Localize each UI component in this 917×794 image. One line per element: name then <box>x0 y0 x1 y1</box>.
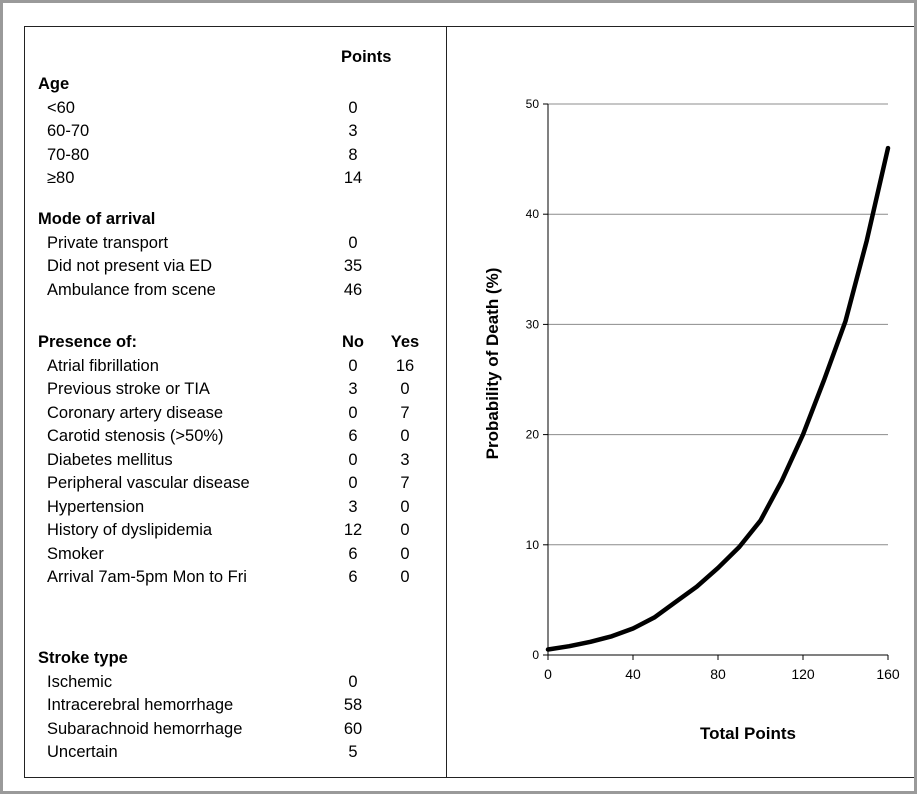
row-label: Hypertension <box>47 497 145 516</box>
row-points-no: 0 <box>348 450 358 469</box>
row-points: 60 <box>343 719 363 738</box>
y-tick-label: 30 <box>526 317 540 331</box>
row-label: 60-70 <box>47 122 90 140</box>
row-points-yes: 0 <box>400 380 410 398</box>
row-label: Intracerebral hemorrhage <box>47 696 234 714</box>
row-points-yes: 0 <box>400 544 410 563</box>
row-points-yes: 0 <box>400 568 410 586</box>
y-tick-label: 10 <box>526 538 540 552</box>
y-tick-label: 20 <box>526 428 540 442</box>
row-points-yes: 7 <box>400 403 410 422</box>
row-points-no: 12 <box>343 521 363 539</box>
y-axis-label: Probability of Death (%) <box>483 268 502 460</box>
x-tick-label: 120 <box>791 666 815 682</box>
row-points-no: 3 <box>348 497 358 516</box>
row-label: Subarachnoid hemorrhage <box>47 719 243 738</box>
section-title: Stroke type <box>38 649 128 667</box>
row-points-yes: 16 <box>395 356 415 375</box>
points-column-header: Points <box>341 48 392 66</box>
yes-column-header: Yes <box>390 333 420 351</box>
row-points-no: 6 <box>348 544 358 563</box>
row-points-no: 3 <box>348 380 358 398</box>
row-points: 14 <box>343 169 363 187</box>
row-label: 70-80 <box>47 145 90 164</box>
row-label: History of dyslipidemia <box>47 521 213 539</box>
no-column-header: No <box>342 333 364 351</box>
x-axis-label: Total Points <box>700 724 796 743</box>
row-points: 46 <box>343 280 363 299</box>
row-label: Coronary artery disease <box>47 403 224 422</box>
row-points-no: 6 <box>348 427 358 445</box>
y-tick-label: 50 <box>526 97 540 111</box>
y-tick-label: 0 <box>532 648 539 662</box>
row-points-no: 0 <box>348 403 358 422</box>
row-label: Previous stroke or TIA <box>47 380 210 398</box>
x-tick-label: 80 <box>710 666 726 682</box>
row-points: 0 <box>348 98 358 117</box>
section-title: Presence of: <box>38 333 138 351</box>
x-tick-label: 160 <box>876 666 900 682</box>
row-label: ≥80 <box>47 169 75 187</box>
x-tick-label: 40 <box>625 666 641 682</box>
row-points-no: 6 <box>348 568 358 586</box>
section-title: Mode of arrival <box>38 210 156 228</box>
row-label: Uncertain <box>47 743 118 761</box>
row-label: Carotid stenosis (>50%) <box>47 427 224 445</box>
row-label: Arrival 7am-5pm Mon to Fri <box>47 568 247 586</box>
row-points: 8 <box>348 145 358 164</box>
row-points-no: 0 <box>348 474 358 492</box>
panel-divider <box>446 26 447 778</box>
row-points: 3 <box>348 122 358 140</box>
row-points: 35 <box>343 257 363 275</box>
row-points-yes: 0 <box>400 521 410 539</box>
row-label: Ambulance from scene <box>47 280 216 299</box>
section-title: Age <box>38 75 70 93</box>
row-points-yes: 0 <box>400 427 410 445</box>
row-label: Smoker <box>47 544 104 563</box>
row-label: Atrial fibrillation <box>47 356 159 375</box>
row-label: Private transport <box>47 233 169 252</box>
row-points-yes: 7 <box>400 474 410 492</box>
row-label: Peripheral vascular disease <box>47 474 250 492</box>
row-label: Diabetes mellitus <box>47 450 173 469</box>
figure-panel <box>24 26 914 778</box>
row-points: 0 <box>348 672 358 691</box>
row-points-no: 0 <box>348 356 358 375</box>
row-label: Ischemic <box>47 672 113 691</box>
row-label: Did not present via ED <box>47 257 213 275</box>
row-points: 0 <box>348 233 358 252</box>
row-points: 58 <box>343 696 363 714</box>
series-line <box>545 145 891 652</box>
row-points-yes: 3 <box>400 450 410 469</box>
row-label: <60 <box>47 98 75 117</box>
row-points: 5 <box>348 743 358 761</box>
row-points-yes: 0 <box>400 497 410 516</box>
y-tick-label: 40 <box>526 207 540 221</box>
x-tick-label: 0 <box>544 666 552 682</box>
